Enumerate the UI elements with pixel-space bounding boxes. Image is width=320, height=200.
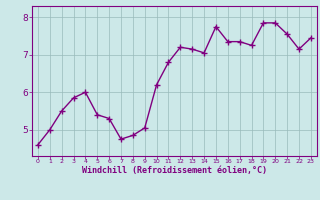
X-axis label: Windchill (Refroidissement éolien,°C): Windchill (Refroidissement éolien,°C) (82, 166, 267, 175)
